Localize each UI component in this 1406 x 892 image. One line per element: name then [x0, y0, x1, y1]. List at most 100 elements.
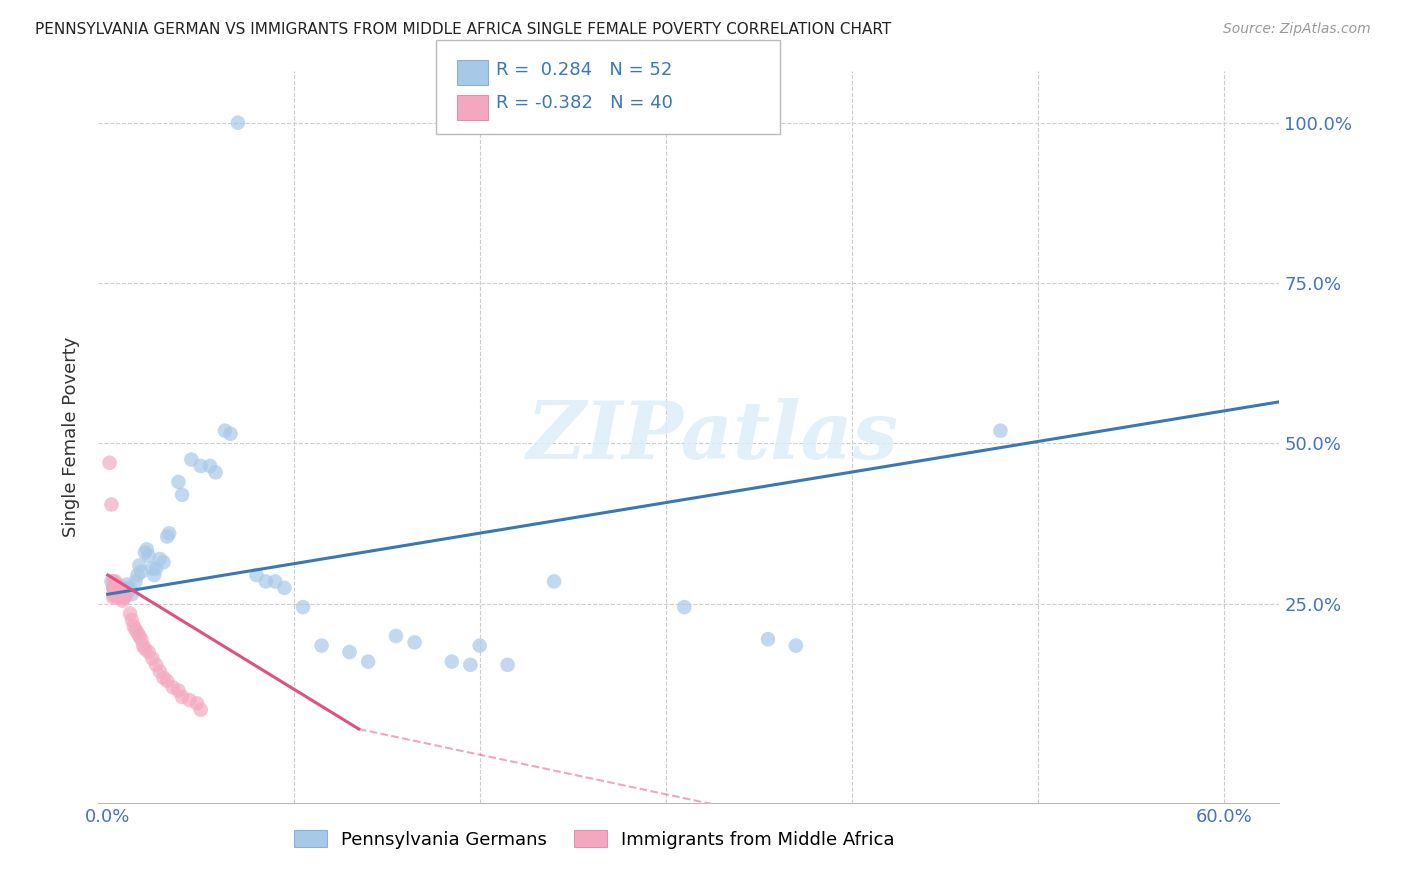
- Point: [273, 581, 295, 595]
- Point: [756, 632, 779, 647]
- Point: [157, 526, 180, 541]
- Point: [128, 629, 150, 643]
- Point: [339, 645, 361, 659]
- Point: [105, 584, 128, 599]
- Point: [167, 475, 190, 489]
- Point: [114, 591, 136, 605]
- Point: [104, 587, 127, 601]
- Point: [103, 574, 125, 589]
- Point: [440, 655, 463, 669]
- Point: [245, 568, 267, 582]
- Point: [404, 635, 426, 649]
- Point: [143, 568, 166, 582]
- Point: [785, 639, 807, 653]
- Legend: Pennsylvania Germans, Immigrants from Middle Africa: Pennsylvania Germans, Immigrants from Mi…: [287, 822, 901, 856]
- Point: [172, 690, 194, 704]
- Point: [190, 458, 212, 473]
- Point: [156, 529, 179, 543]
- Point: [180, 452, 202, 467]
- Point: [108, 581, 131, 595]
- Point: [219, 426, 242, 441]
- Point: [292, 600, 315, 615]
- Point: [204, 466, 226, 480]
- Point: [357, 655, 380, 669]
- Point: [145, 561, 167, 575]
- Point: [385, 629, 408, 643]
- Point: [132, 639, 155, 653]
- Point: [134, 641, 156, 656]
- Point: [115, 577, 138, 591]
- Point: [198, 458, 221, 473]
- Point: [104, 574, 127, 589]
- Point: [110, 584, 132, 599]
- Point: [110, 591, 132, 605]
- Point: [122, 619, 145, 633]
- Point: [135, 542, 157, 557]
- Point: [152, 555, 174, 569]
- Point: [156, 673, 179, 688]
- Point: [186, 697, 208, 711]
- Point: [124, 623, 146, 637]
- Point: [118, 581, 141, 595]
- Point: [673, 600, 696, 615]
- Point: [254, 574, 277, 589]
- Point: [149, 552, 172, 566]
- Point: [100, 574, 122, 589]
- Point: [264, 574, 287, 589]
- Point: [121, 613, 143, 627]
- Point: [179, 693, 201, 707]
- Point: [141, 651, 163, 665]
- Point: [138, 549, 160, 563]
- Point: [990, 424, 1012, 438]
- Point: [127, 568, 149, 582]
- Point: [111, 593, 134, 607]
- Point: [103, 591, 125, 605]
- Point: [138, 645, 160, 659]
- Point: [103, 581, 125, 595]
- Point: [162, 681, 184, 695]
- Point: [105, 577, 128, 591]
- Point: [190, 703, 212, 717]
- Point: [118, 607, 141, 621]
- Point: [468, 639, 491, 653]
- Point: [108, 587, 131, 601]
- Point: [105, 591, 128, 605]
- Point: [214, 424, 236, 438]
- Point: [110, 584, 132, 599]
- Point: [226, 116, 249, 130]
- Point: [124, 574, 146, 589]
- Point: [105, 577, 128, 591]
- Point: [103, 587, 125, 601]
- Text: R =  0.284   N = 52: R = 0.284 N = 52: [496, 61, 672, 78]
- Point: [1324, 116, 1347, 130]
- Point: [111, 581, 134, 595]
- Text: ZIPatlas: ZIPatlas: [526, 399, 898, 475]
- Point: [98, 456, 121, 470]
- Point: [129, 632, 152, 647]
- Y-axis label: Single Female Poverty: Single Female Poverty: [62, 337, 80, 537]
- Point: [104, 584, 127, 599]
- Point: [114, 591, 136, 605]
- Text: Source: ZipAtlas.com: Source: ZipAtlas.com: [1223, 22, 1371, 37]
- Point: [311, 639, 333, 653]
- Point: [100, 498, 122, 512]
- Point: [104, 581, 127, 595]
- Point: [145, 657, 167, 672]
- Point: [103, 581, 125, 595]
- Point: [115, 587, 138, 601]
- Point: [496, 657, 519, 672]
- Text: R = -0.382   N = 40: R = -0.382 N = 40: [496, 94, 673, 112]
- Point: [134, 545, 156, 559]
- Point: [460, 657, 482, 672]
- Point: [129, 565, 152, 579]
- Text: PENNSYLVANIA GERMAN VS IMMIGRANTS FROM MIDDLE AFRICA SINGLE FEMALE POVERTY CORRE: PENNSYLVANIA GERMAN VS IMMIGRANTS FROM M…: [35, 22, 891, 37]
- Point: [543, 574, 565, 589]
- Point: [108, 587, 131, 601]
- Point: [128, 558, 150, 573]
- Point: [121, 587, 143, 601]
- Point: [172, 488, 194, 502]
- Point: [167, 683, 190, 698]
- Point: [127, 625, 149, 640]
- Point: [117, 584, 139, 599]
- Point: [149, 665, 172, 679]
